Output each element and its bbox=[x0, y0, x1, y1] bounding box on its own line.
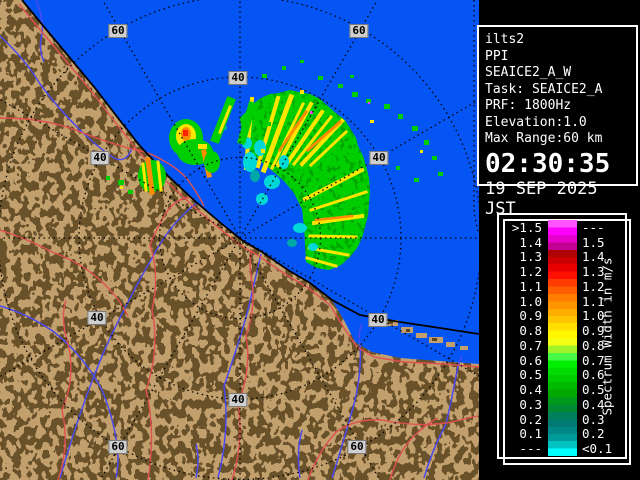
clock-time: 02:30:35 bbox=[485, 148, 611, 179]
elevation-value: Elevation:1.0 bbox=[485, 114, 587, 130]
legend-color-swatch bbox=[548, 397, 577, 412]
echo-west-cluster bbox=[106, 119, 220, 195]
legend-right-label: <0.1 bbox=[582, 441, 613, 457]
legend-right-label: 0.2 bbox=[582, 426, 605, 442]
legend-right-label: 0.8 bbox=[582, 337, 605, 353]
legend-color-swatch bbox=[548, 249, 577, 265]
sand-spit bbox=[384, 320, 468, 350]
legend-right-label: --- bbox=[582, 219, 605, 235]
legend-row: 0.7 0.8 bbox=[502, 338, 622, 353]
clock-date: 19 SEP 2025 JST bbox=[485, 178, 598, 219]
coastline bbox=[21, 0, 479, 335]
legend-row: 0.2 0.3 bbox=[502, 412, 622, 427]
legend-color-swatch bbox=[548, 367, 577, 383]
legend-right-label: 1.0 bbox=[582, 308, 605, 324]
site-id: ilts2 bbox=[485, 32, 525, 47]
land-area bbox=[0, 0, 479, 480]
legend-row: 0.3 0.4 bbox=[502, 397, 622, 412]
legend-row: 0.1 0.2 bbox=[502, 426, 622, 442]
legend-color-swatch bbox=[548, 220, 577, 235]
echo-north-streaks bbox=[210, 96, 271, 153]
legend-left-label: 1.2 bbox=[519, 264, 542, 280]
legend-left-label: 1.0 bbox=[519, 293, 542, 309]
legend-right-label: 0.6 bbox=[582, 367, 605, 383]
legend-color-swatch bbox=[548, 338, 577, 353]
legend-right-label: 0.5 bbox=[582, 382, 605, 398]
legend-right-label: 1.3 bbox=[582, 264, 605, 280]
legend-right-label: 0.9 bbox=[582, 323, 605, 339]
legend-right-label: 1.4 bbox=[582, 249, 605, 265]
spectrum-width-legend: >1.5 --- 1.4 1.5 1.3 1.4 1.2 1.3 1.1 1.2… bbox=[497, 213, 631, 465]
range-rings bbox=[0, 0, 479, 480]
legend-row: 1.2 1.3 bbox=[502, 264, 622, 279]
legend-color-swatch bbox=[548, 382, 577, 397]
echo-specks-yellow bbox=[300, 90, 423, 153]
legend-color-swatch bbox=[548, 234, 577, 250]
echo-specks bbox=[262, 60, 443, 182]
legend-row: 1.4 1.5 bbox=[502, 235, 622, 250]
legend-color-swatch bbox=[548, 293, 577, 309]
legend-right-label: 0.4 bbox=[582, 396, 605, 412]
radar-ppi-map: 60 60 40 40 40 40 40 40 60 60 bbox=[0, 0, 479, 480]
prf-value: PRF: 1800Hz bbox=[485, 98, 572, 113]
legend-row: 0.8 0.9 bbox=[502, 323, 622, 338]
echo-main-mass bbox=[240, 90, 370, 270]
legend-color-swatch bbox=[548, 279, 577, 294]
echo-streaks-orange bbox=[277, 109, 354, 222]
legend-row: 0.6 0.7 bbox=[502, 353, 622, 368]
legend-left-label: 0.1 bbox=[519, 426, 542, 442]
legend-row: 1.3 1.4 bbox=[502, 249, 622, 265]
legend-left-label: 0.6 bbox=[519, 352, 542, 368]
radar-info-panel: ilts2 PPI SEAICE2_A_W Task: SEAICE2_A PR… bbox=[477, 25, 638, 219]
legend-left-label: --- bbox=[519, 441, 542, 457]
echo-specks-magenta bbox=[310, 102, 370, 114]
scan-mode: PPI bbox=[485, 48, 509, 64]
legend-right-label: 0.3 bbox=[582, 411, 605, 427]
legend-left-label: 0.2 bbox=[519, 411, 542, 427]
legend-right-label: 1.1 bbox=[582, 293, 605, 309]
radar-echo bbox=[106, 60, 443, 270]
legend-row: 0.9 1.0 bbox=[502, 308, 622, 324]
legend-left-label: 0.3 bbox=[519, 396, 542, 412]
legend-caption: Spectrum Width in m/s bbox=[599, 257, 615, 416]
legend-rows: >1.5 --- 1.4 1.5 1.3 1.4 1.2 1.3 1.1 1.2… bbox=[502, 220, 622, 456]
legend-color-swatch bbox=[548, 441, 577, 456]
legend-left-label: 1.4 bbox=[519, 234, 542, 250]
legend-color-swatch bbox=[548, 426, 577, 442]
legend-row: 0.4 0.5 bbox=[502, 382, 622, 397]
legend-color-swatch bbox=[548, 352, 577, 368]
legend-row: 1.0 1.1 bbox=[502, 294, 622, 309]
legend-left-label: 0.8 bbox=[519, 323, 542, 339]
ppi-map-canvas bbox=[0, 0, 479, 480]
max-range-value: Max Range:60 km bbox=[485, 131, 603, 146]
product-name: SEAICE2_A_W bbox=[485, 65, 572, 80]
legend-row: >1.5 --- bbox=[502, 220, 622, 235]
legend-left-label: 0.4 bbox=[519, 382, 542, 398]
legend-right-label: 1.5 bbox=[582, 234, 605, 250]
legend-left-label: 1.3 bbox=[519, 249, 542, 265]
legend-row: --- <0.1 bbox=[502, 441, 622, 456]
legend-left-label: 0.7 bbox=[519, 337, 542, 353]
legend-left-label: >1.5 bbox=[511, 219, 542, 235]
legend-color-swatch bbox=[548, 323, 577, 338]
legend-color-swatch bbox=[548, 411, 577, 427]
legend-left-label: 0.5 bbox=[519, 367, 542, 383]
legend-color-swatch bbox=[548, 264, 577, 279]
legend-row: 0.5 0.6 bbox=[502, 367, 622, 383]
legend-right-label: 0.7 bbox=[582, 352, 605, 368]
task-name: Task: SEAICE2_A bbox=[485, 81, 603, 97]
graticule-line bbox=[473, 0, 479, 233]
legend-row: 1.1 1.2 bbox=[502, 279, 622, 294]
legend-right-label: 1.2 bbox=[582, 278, 605, 294]
legend-left-label: 0.9 bbox=[519, 308, 542, 324]
legend-left-label: 1.1 bbox=[519, 278, 542, 294]
legend-color-swatch bbox=[548, 308, 577, 324]
